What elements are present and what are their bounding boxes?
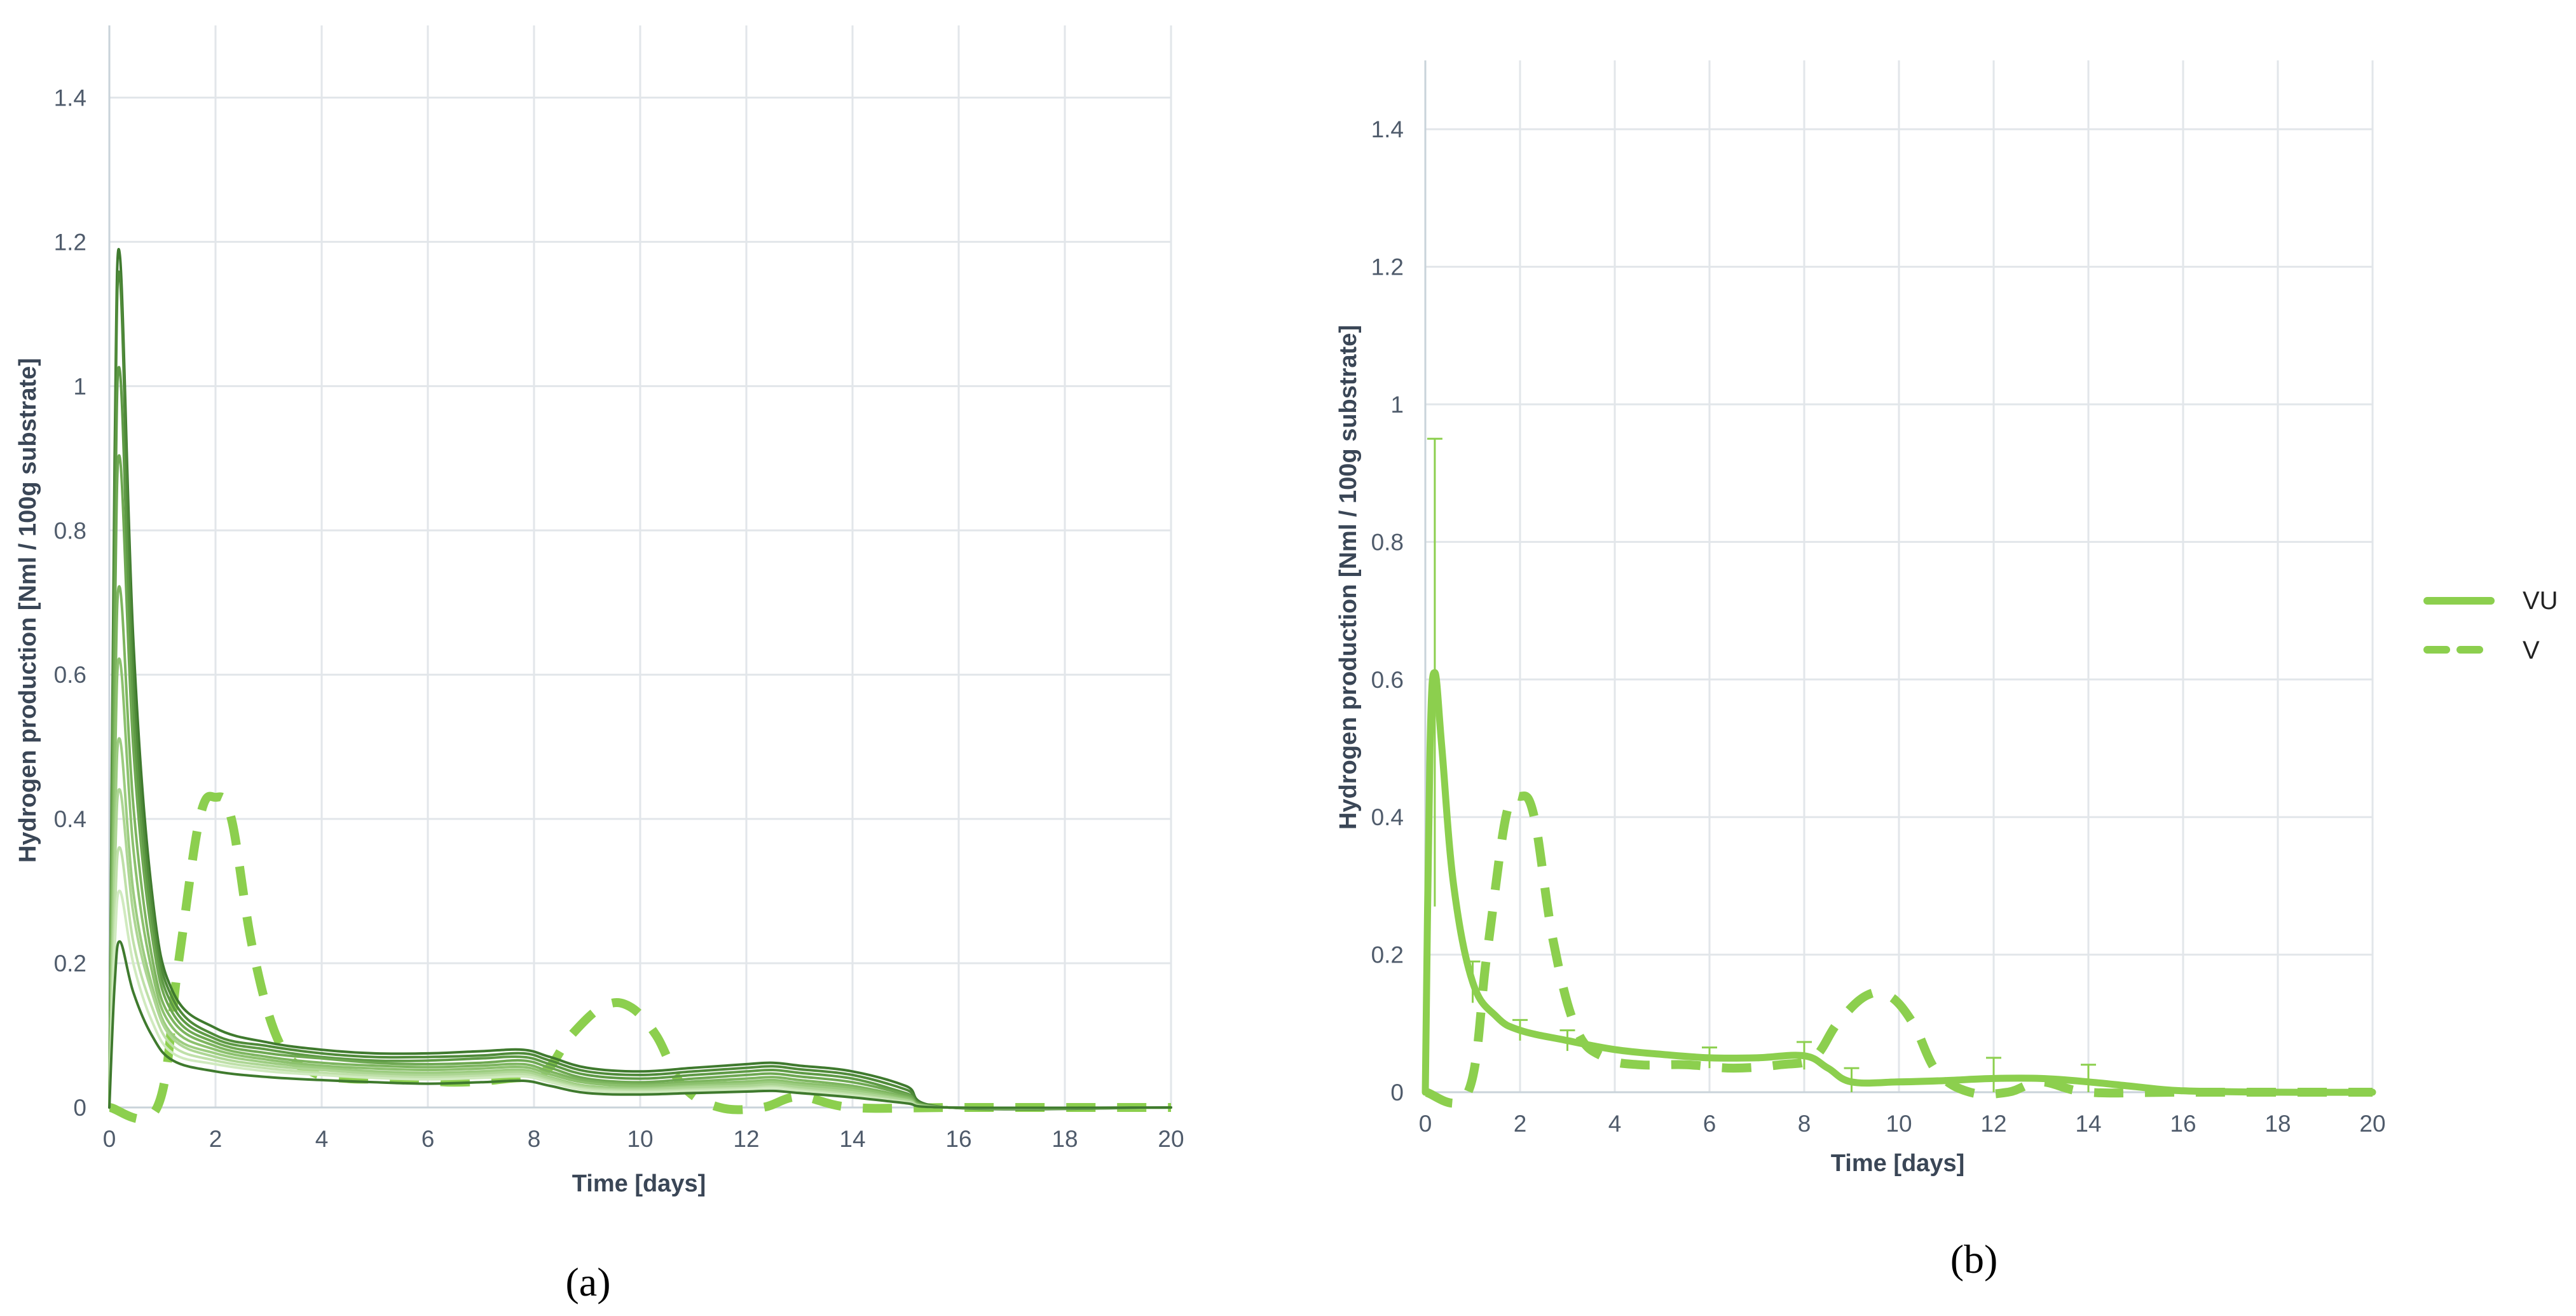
chart-b-x-tick-label: 4 [1608, 1111, 1622, 1137]
chart-panel-b: 0 0.2 0.4 0.6 0.8 1 1.2 1.4 0 2 4 6 8 10 12 14 16 18 20 Ti… [1335, 60, 2386, 1282]
chart-b-series-line [1424, 791, 2373, 1108]
panel-a-label-text: (a) [565, 1259, 610, 1305]
chart-a-series-line [108, 737, 1172, 1109]
chart-a-tick-labels: 0 0.2 0.4 0.6 0.8 1 1.2 1.4 0 2 4 6 8 10 12 14 16 18 20 [54, 85, 1184, 1152]
chart-a-x-tick-label: 14 [839, 1126, 865, 1152]
chart-a-series-line [108, 247, 1172, 1111]
chart-a-series-line [108, 846, 1172, 1109]
chart-b-y-tick-label: 0.8 [1371, 529, 1404, 555]
chart-b-x-tick-label: 8 [1798, 1111, 1811, 1137]
chart-a-series-line [108, 270, 1172, 1111]
chart-a-x-tick-label: 12 [733, 1126, 759, 1152]
chart-a-x-tick-label: 16 [945, 1126, 971, 1152]
chart-b-y-tick-label: 1 [1390, 392, 1404, 418]
chart-a-series [108, 247, 1172, 1124]
chart-a-series-line [108, 889, 1172, 1109]
chart-a-x-tick-label: 20 [1158, 1126, 1184, 1152]
panel-b-label: (b) [1950, 1237, 1998, 1282]
legend-vu-label: VU [2523, 587, 2558, 615]
chart-a-x-tick-label: 6 [421, 1126, 435, 1152]
chart-b-x-axis-title: Time [days] [1831, 1150, 1964, 1177]
chart-b-x-tick-label: 16 [2170, 1111, 2196, 1137]
chart-a-series-line [108, 940, 1172, 1109]
chart-a-y-tick-label: 0.8 [54, 517, 86, 544]
chart-b-gridlines [1425, 60, 2374, 1092]
chart-b-y-tick-label: 0.2 [1371, 942, 1404, 968]
panel-a-label: (a) [565, 1259, 610, 1305]
chart-b-x-tick-label: 0 [1419, 1111, 1432, 1137]
chart-a-x-tick-label: 0 [103, 1126, 116, 1152]
chart-a-y-tick-label: 0 [73, 1095, 86, 1121]
chart-a-series-line [108, 585, 1172, 1110]
chart-a-series-line [108, 792, 1172, 1124]
chart-a-x-tick-label: 8 [528, 1126, 541, 1152]
chart-b-y-tick-label: 0.4 [1371, 804, 1404, 830]
chart-a-x-tick-label: 2 [209, 1126, 223, 1152]
chart-a-series-line [108, 788, 1172, 1109]
chart-a-y-tick-label: 0.4 [54, 806, 86, 832]
chart-a-y-tick-label: 0.6 [54, 662, 86, 688]
chart-b-tick-labels: 0 0.2 0.4 0.6 0.8 1 1.2 1.4 0 2 4 6 8 10 12 14 16 18 20 [1371, 116, 2386, 1137]
chart-b-y-tick-label: 0.6 [1371, 667, 1404, 693]
chart-a-series-line [108, 657, 1172, 1110]
chart-b-y-axis-title: Hydrogen production [Nml / 100g substrat… [1335, 325, 1362, 830]
chart-b-x-tick-label: 2 [1514, 1111, 1527, 1137]
chart-a-series-line [108, 366, 1172, 1110]
chart-panel-a: 0 0.2 0.4 0.6 0.8 1 1.2 1.4 0 2 4 6 8 10 12 14 16 18 20 Ti… [15, 25, 1184, 1305]
chart-b-x-tick-label: 12 [1980, 1111, 2006, 1137]
chart-a-y-tick-label: 1.2 [54, 229, 86, 255]
chart-b-y-tick-label: 1.2 [1371, 254, 1404, 280]
chart-a-series-line [108, 454, 1172, 1110]
chart-b-error-bars [1427, 437, 2096, 1092]
chart-a-gridlines [109, 25, 1172, 1107]
legend-v-label: V [2523, 636, 2540, 664]
chart-a-x-tick-label: 18 [1052, 1126, 1078, 1152]
chart-b-x-tick-label: 6 [1703, 1111, 1716, 1137]
chart-a-y-tick-label: 1 [73, 373, 86, 399]
chart-b-legend: VU V [2423, 587, 2558, 664]
chart-b-y-tick-label: 1.4 [1371, 116, 1404, 142]
chart-b-y-tick-label: 0 [1390, 1080, 1404, 1106]
chart-b-x-tick-label: 14 [2075, 1111, 2101, 1137]
chart-a-x-tick-label: 10 [627, 1126, 653, 1152]
chart-b-x-tick-label: 10 [1886, 1111, 1912, 1137]
chart-a-x-axis-title: Time [days] [572, 1170, 706, 1197]
chart-a-y-tick-label: 0.2 [54, 950, 86, 977]
panel-b-label-text: (b) [1950, 1237, 1998, 1282]
chart-a-y-tick-label: 1.4 [54, 85, 86, 111]
chart-b-x-tick-label: 18 [2264, 1111, 2291, 1137]
chart-a-y-axis-title: Hydrogen production [Nml / 100g substrat… [15, 358, 41, 863]
chart-b-x-tick-label: 20 [2359, 1111, 2385, 1137]
chart-a-x-tick-label: 4 [315, 1126, 329, 1152]
